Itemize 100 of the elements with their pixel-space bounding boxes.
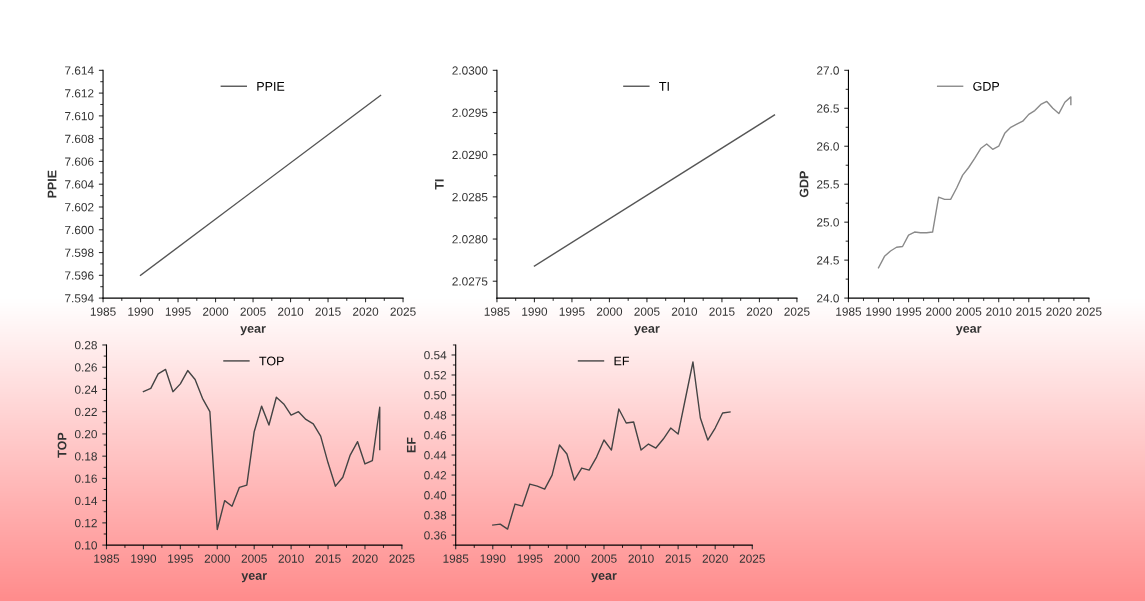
x-tick-label: 1985 [443, 554, 469, 563]
x-tick-label: 1990 [480, 554, 506, 563]
legend-label: PPIE [257, 82, 285, 91]
x-tick-label: 2010 [628, 554, 654, 563]
x-axis-title: year [591, 573, 617, 583]
y-tick-label: 0.12 [74, 518, 97, 528]
x-tick-label: 1995 [165, 307, 191, 316]
x-axis-title: year [240, 326, 266, 336]
legend-label: EF [614, 356, 629, 366]
y-tick-label: 25.0 [817, 218, 839, 227]
y-tick-label: 7.598 [65, 248, 94, 257]
y-tick-label: 0.16 [74, 474, 97, 483]
x-tick-label: 2015 [665, 554, 691, 563]
y-tick-label: 7.612 [65, 89, 94, 98]
x-tick-label: 2015 [315, 307, 341, 316]
legend-label: GDP [973, 81, 1000, 91]
y-tick-label: 24.5 [817, 256, 839, 265]
x-tick-label: 1990 [128, 307, 154, 316]
x-tick-label: 2020 [746, 307, 773, 316]
y-tick-label: 0.42 [424, 471, 447, 480]
y-tick-label: 0.36 [424, 531, 447, 540]
y-tick-label: 0.28 [74, 341, 97, 350]
line-series [142, 368, 381, 531]
x-tick-label: 2005 [241, 554, 267, 563]
y-tick-label: 0.38 [424, 511, 447, 520]
x-tick-label: 2025 [390, 307, 416, 316]
y-tick-label: 7.610 [65, 111, 94, 121]
y-tick-label: 7.606 [65, 157, 94, 166]
x-tick-label: 2005 [240, 307, 266, 316]
y-tick-label: 0.24 [74, 385, 98, 394]
x-tick-label: 1990 [522, 307, 548, 316]
x-tick-label: 2025 [784, 307, 810, 316]
y-tick-label: 26.0 [817, 142, 839, 151]
x-tick-label: 2025 [1076, 307, 1102, 316]
y-tick-label: 7.602 [65, 203, 94, 212]
y-tick-label: 26.5 [817, 104, 839, 113]
legend-label: TOP [259, 356, 284, 366]
x-tick-label: 2010 [278, 307, 304, 316]
x-tick-label: 2015 [1016, 307, 1042, 316]
x-tick-label: 2020 [1046, 307, 1072, 316]
x-tick-label: 2015 [315, 554, 341, 563]
y-tick-label: 25.5 [817, 180, 839, 189]
y-tick-label: 0.54 [424, 351, 447, 360]
x-tick-label: 2010 [986, 307, 1012, 316]
y-axis-title: TI [435, 179, 444, 190]
y-tick-label: 0.40 [424, 491, 447, 500]
y-tick-label: 2.0285 [452, 192, 488, 202]
y-tick-label: 27.0 [817, 66, 839, 75]
y-tick-label: 7.604 [65, 180, 94, 189]
y-tick-label: 2.0300 [452, 66, 488, 75]
y-tick-label: 0.14 [74, 496, 98, 506]
y-tick-label: 0.22 [74, 407, 97, 417]
x-axis-title: year [634, 326, 660, 336]
y-tick-label: 0.48 [424, 411, 447, 420]
y-axis-title: PPIE [47, 170, 57, 198]
y-tick-label: 7.608 [65, 134, 94, 144]
y-tick-label: 7.600 [65, 225, 94, 235]
x-tick-label: 1985 [484, 307, 510, 316]
x-tick-label: 1995 [559, 307, 585, 316]
y-tick-label: 0.20 [74, 429, 97, 439]
y-axis-title: GDP [799, 171, 809, 198]
y-tick-label: 0.10 [74, 541, 97, 550]
x-tick-label: 2025 [389, 554, 415, 563]
x-axis-title: year [241, 573, 267, 583]
x-tick-label: 1985 [90, 307, 116, 316]
x-tick-label: 2025 [739, 554, 765, 563]
y-tick-label: 0.26 [74, 363, 97, 372]
y-tick-label: 2.0280 [452, 235, 488, 244]
x-tick-label: 2010 [671, 307, 698, 316]
x-tick-label: 2005 [634, 307, 660, 316]
y-tick-label: 2.0290 [452, 150, 488, 160]
y-tick-label: 0.46 [424, 431, 447, 440]
x-tick-label: 1985 [94, 554, 120, 563]
y-tick-label: 7.596 [65, 271, 94, 280]
x-tick-label: 2015 [709, 307, 735, 316]
x-tick-label: 2000 [926, 307, 952, 316]
x-tick-label: 2010 [278, 554, 304, 563]
y-tick-label: 7.614 [65, 66, 94, 75]
y-tick-label: 0.44 [424, 451, 447, 460]
x-tick-label: 1995 [168, 554, 193, 563]
x-tick-label: 2020 [353, 307, 379, 316]
x-tick-label: 1985 [836, 307, 862, 316]
x-tick-label: 2000 [204, 554, 230, 563]
x-tick-label: 2000 [203, 307, 229, 316]
y-tick-label: 2.0295 [452, 108, 488, 117]
x-tick-label: 2005 [956, 307, 982, 316]
y-tick-label: 2.0275 [452, 277, 488, 286]
y-axis-title: TOP [57, 432, 67, 458]
legend-label: TI [659, 82, 669, 91]
y-tick-label: 0.18 [74, 452, 97, 461]
x-tick-label: 1990 [131, 554, 157, 563]
y-tick-label: 7.594 [65, 294, 94, 303]
x-tick-label: 1990 [866, 307, 892, 316]
x-tick-label: 2000 [596, 307, 623, 316]
x-tick-label: 2000 [554, 554, 580, 563]
x-tick-label: 2020 [702, 554, 728, 563]
x-tick-label: 1995 [517, 554, 543, 563]
y-tick-label: 24.0 [817, 294, 839, 303]
y-axis-title: EF [406, 437, 416, 453]
y-tick-label: 0.52 [424, 371, 447, 380]
